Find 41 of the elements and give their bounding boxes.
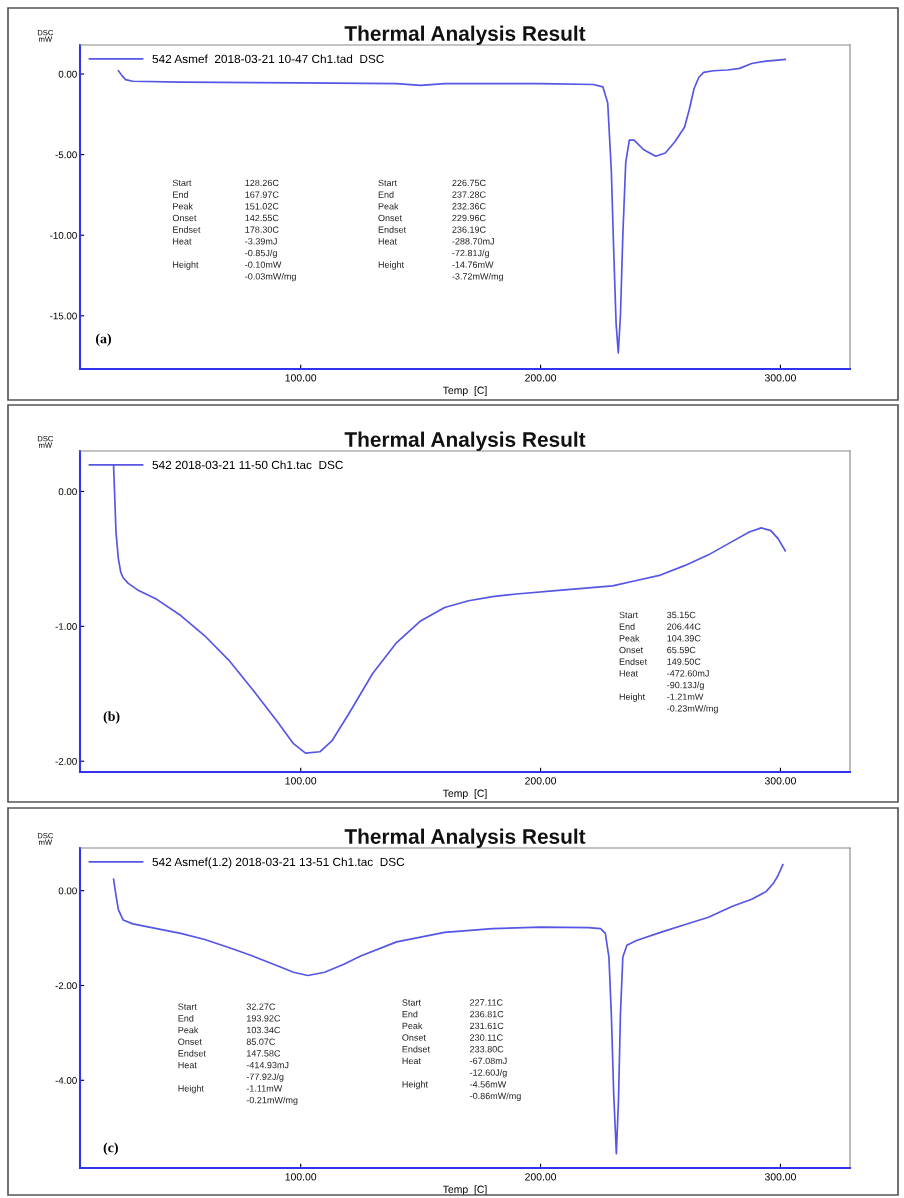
y-tick-label: -5.00: [55, 151, 77, 159]
x-tick-label: 300.00: [764, 374, 796, 382]
chart-title: Thermal Analysis Result: [344, 828, 586, 848]
x-tick-label: 200.00: [525, 777, 557, 785]
x-tick-label: 300.00: [764, 777, 796, 785]
text: Start End Peak Onset Endset Heat Height: [178, 1003, 206, 1094]
x-tick-label: 300.00: [764, 1173, 796, 1181]
text: Start End Peak Onset Endset Heat Height: [402, 999, 430, 1090]
x-tick-label: 100.00: [285, 1173, 317, 1181]
text: Start End Peak Onset Endset Heat Height: [172, 179, 201, 270]
legend-label: 542 2018-03-21 11-50 Ch1.tac DSC: [152, 460, 343, 470]
text: 227.11C 236.81C 231.61C 230.11C 233.80C -67.08mJ -12.60J/g -4.56mW -0.86mW/mg: [470, 999, 521, 1101]
legend-label: 542 Asmef 2018-03-21 10-47 Ch1.tad DSC: [152, 54, 384, 64]
x-axis-title: Temp [C]: [442, 1185, 487, 1196]
y-tick-label: -4.00: [55, 1077, 77, 1084]
chart-title: Thermal Analysis Result: [344, 431, 586, 451]
y-tick-label: 0.00: [58, 70, 77, 78]
y-tick-label: 0.00: [58, 488, 77, 496]
y-tick-label: -1.00: [55, 623, 77, 630]
text: 35.15C 206.44C 104.39C 65.59C 149.50C -472.60mJ -90.13J/g -1.21mW -0.23mW/mg: [667, 611, 718, 714]
x-tick-label: 200.00: [525, 374, 557, 382]
y-tick-label: -10.00: [50, 231, 77, 239]
y-tick-label: 0.00: [58, 887, 77, 895]
y-tick-label: -2.00: [55, 982, 77, 990]
x-tick-label: 100.00: [285, 374, 317, 382]
x-axis-title: Temp [C]: [442, 789, 487, 800]
chart-title: Thermal Analysis Result: [344, 25, 586, 45]
annotation: (a): [96, 333, 111, 347]
text: 32.27C 193.92C 103.34C 85.07C 147.58C -414.93mJ -77.92J/g -1.11mW -0.21mW/mg: [246, 1003, 298, 1106]
x-tick-label: 100.00: [285, 777, 317, 785]
text: 128.26C 167.97C 151.02C 142.55C 178.30C -3.39mJ -0.85J/g -0.10mW -0.03mW/mg: [245, 179, 296, 282]
y-tick-label: -15.00: [50, 312, 77, 320]
x-axis-title: Temp [C]: [442, 386, 487, 397]
annotation: (b): [103, 711, 120, 724]
text: Start End Peak Onset Endset Heat Height: [619, 611, 648, 702]
x-tick-label: 200.00: [525, 1173, 557, 1181]
text: 226.75C 237.28C 232.36C 229.96C 236.19C -288.70mJ -72.81J/g -14.76mW -3.72mW/mg: [452, 179, 503, 282]
y-tick-label: -2.00: [55, 757, 77, 765]
legend-label: 542 Asmef(1.2) 2018-03-21 13-51 Ch1.tac DSC: [152, 857, 405, 869]
text: Start End Peak Onset Endset Heat Height: [378, 179, 407, 270]
annotation: (c): [103, 1142, 118, 1156]
